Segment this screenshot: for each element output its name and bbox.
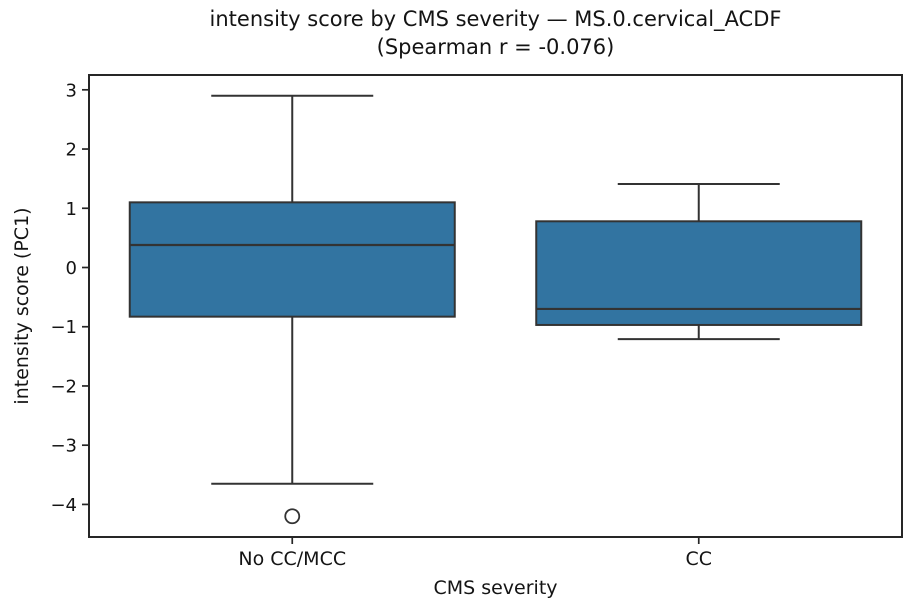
- y-tick-label: −2: [50, 376, 77, 397]
- chart-title-block: intensity score by CMS severity — MS.0.c…: [89, 5, 902, 61]
- y-tick-label: 3: [66, 80, 77, 101]
- iqr-box: [128, 201, 456, 318]
- chart-title: intensity score by CMS severity — MS.0.c…: [209, 7, 782, 31]
- x-axis-label: CMS severity: [433, 577, 558, 599]
- y-tick-label: −4: [50, 495, 77, 516]
- y-tick-label: 1: [66, 199, 77, 220]
- boxplot-cc: [535, 182, 863, 341]
- chart-subtitle: (Spearman r = -0.076): [376, 35, 615, 59]
- y-tick-label: −1: [50, 317, 77, 338]
- iqr-box: [535, 220, 863, 326]
- x-tick-label-no-cc-mcc: No CC/MCC: [238, 548, 346, 570]
- plot-frame: [88, 74, 903, 538]
- y-tick-label: 0: [66, 258, 77, 279]
- outlier-point: [284, 508, 301, 525]
- y-tick-label: 2: [66, 140, 77, 161]
- y-tick-label: −3: [50, 436, 77, 457]
- x-tick-label-cc: CC: [685, 548, 712, 570]
- boxplot-no-cc-mcc: [128, 94, 456, 525]
